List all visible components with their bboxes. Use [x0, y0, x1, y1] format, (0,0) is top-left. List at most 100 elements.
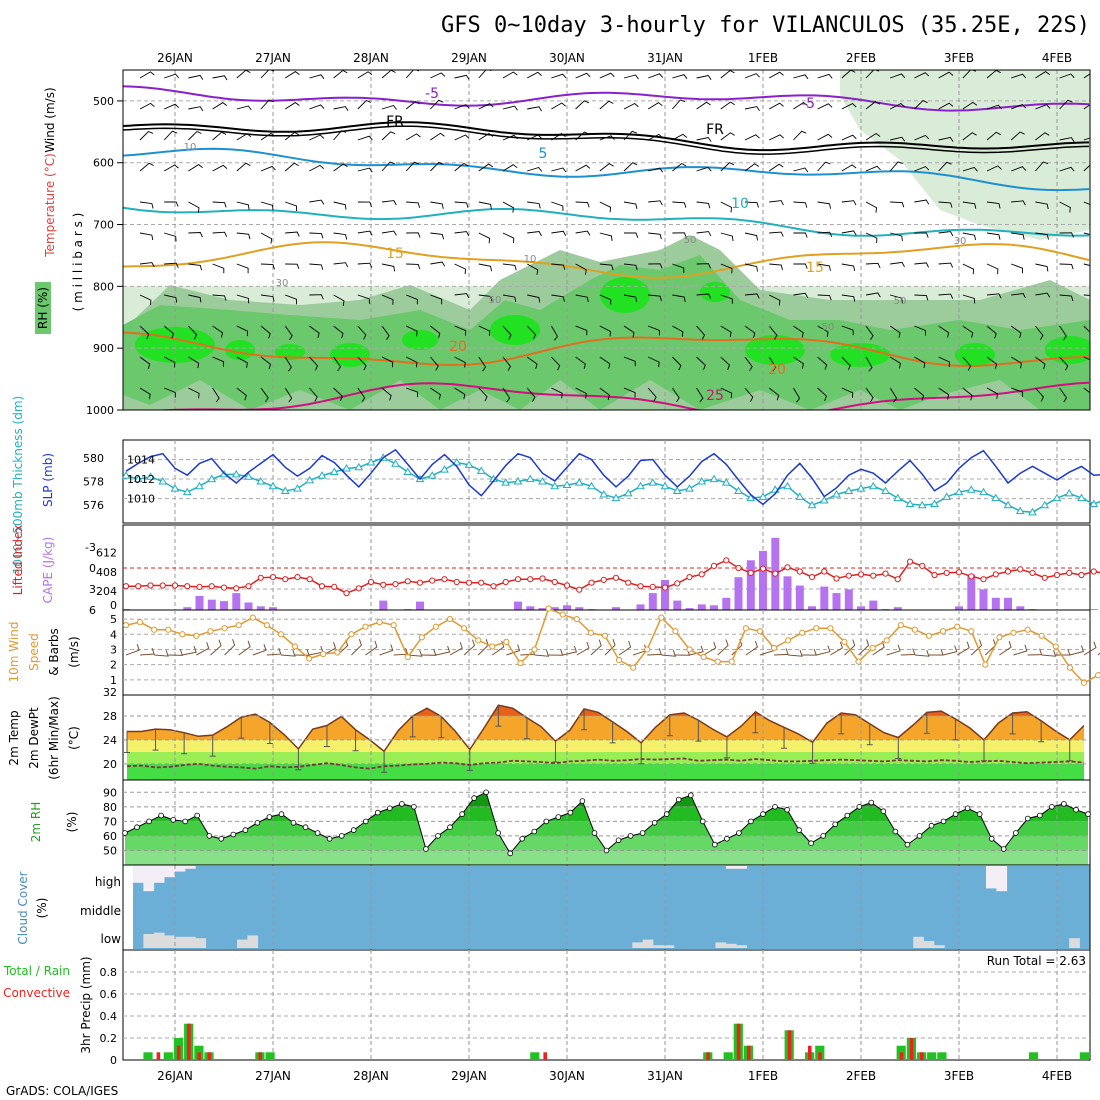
wind-barb — [333, 325, 344, 339]
wind-barb — [744, 201, 759, 208]
wind-barb — [890, 73, 906, 79]
wind-barb — [914, 100, 928, 110]
thickness-point — [525, 474, 535, 483]
wind-barb — [1011, 232, 1025, 240]
wind-barb — [865, 201, 878, 213]
lifted-index-point — [845, 572, 852, 579]
wind-barb — [333, 130, 347, 141]
lifted-index-point — [637, 583, 644, 590]
wind-barb — [623, 130, 638, 141]
wind10-point — [334, 649, 341, 656]
lifted-index-point — [1066, 569, 1073, 577]
wind10-barb — [956, 641, 970, 656]
wind10-barb — [661, 650, 677, 657]
wind10-point — [601, 632, 609, 639]
lifted-index-point — [576, 586, 583, 593]
wind-barb — [938, 262, 954, 268]
low-cloud-block — [725, 943, 737, 948]
slp-line — [125, 448, 1100, 506]
lifted-index-point — [882, 570, 889, 577]
wind-barb — [1035, 104, 1051, 110]
lifted-index-point — [343, 590, 350, 597]
wind-barb — [212, 102, 228, 110]
wind-barb — [720, 263, 733, 274]
rh-point — [230, 831, 237, 838]
wind10-panel: 1 2 3 4 5 — [110, 605, 1100, 696]
cape-bar — [379, 600, 388, 610]
wind-barb — [962, 70, 976, 79]
lifted-index-point — [1041, 574, 1048, 581]
slp-tick-label: 1014 — [127, 454, 155, 467]
wind10-barb — [266, 647, 282, 656]
thickness-point — [587, 481, 596, 490]
wind10-point — [1066, 664, 1073, 671]
wind10-barb — [1055, 648, 1071, 656]
wind10-barb — [858, 639, 870, 656]
wind-barb — [938, 201, 953, 208]
wind10-point — [925, 632, 933, 639]
wind-barb — [841, 325, 854, 336]
wind-barb — [938, 293, 954, 299]
wind-barb — [212, 294, 227, 301]
wind-barb — [696, 231, 712, 237]
precip-total-bar — [927, 1052, 937, 1060]
minmax-bar — [523, 717, 530, 740]
wind10-point — [700, 653, 707, 661]
lifted-index-point — [527, 576, 534, 583]
wind10-point — [221, 625, 228, 632]
isotherm — [123, 206, 1090, 237]
wind-barb — [986, 387, 998, 399]
rh-point — [1085, 811, 1091, 817]
wind-barb — [309, 294, 324, 300]
rh-90-area — [402, 330, 438, 350]
day-label-top: 26JAN — [157, 51, 193, 65]
rh-point — [483, 789, 489, 796]
lifted-index-point — [208, 583, 215, 590]
cape-label: CAPE (J/kg) — [41, 537, 55, 604]
contour-label: 20 — [449, 339, 467, 355]
thickness-point — [1040, 500, 1050, 509]
thickness-point — [574, 478, 584, 486]
thickness-point — [881, 486, 890, 494]
high-cloud-block — [133, 866, 144, 883]
wind-barb — [914, 199, 930, 205]
wind10-barbs-label: & Barbs — [47, 628, 61, 676]
wind-barb — [502, 164, 518, 172]
lifted-index-point — [233, 585, 240, 592]
li-tick-label: 3 — [89, 583, 96, 596]
thickness-point — [844, 486, 854, 494]
wind10-point — [376, 619, 383, 626]
wind-barb — [551, 387, 563, 399]
wind-barb — [139, 387, 151, 400]
wind-barb — [430, 72, 446, 79]
wind-barb — [236, 263, 249, 274]
contour-label: 15 — [806, 260, 824, 276]
wind-barb — [938, 102, 954, 110]
wind10-barb — [886, 644, 901, 656]
wind10-point — [517, 660, 524, 667]
lifted-index-point — [588, 579, 595, 586]
cape-bar — [979, 589, 988, 610]
cape-bar — [269, 607, 277, 610]
wind-barb — [260, 201, 274, 211]
wind-barb — [139, 71, 155, 79]
precip-label: 3hr Precip (mm) — [79, 956, 93, 1053]
wind10-point — [320, 650, 327, 658]
wind10-barb — [970, 639, 983, 656]
wind-barb — [986, 232, 1001, 240]
day-label-bottom: 29JAN — [451, 1069, 487, 1083]
wind-barb — [260, 325, 271, 339]
wind-barb — [527, 134, 543, 141]
wind-barb — [696, 136, 712, 142]
precip-conv-bar — [156, 1052, 161, 1060]
high-cloud-block — [986, 866, 997, 889]
wind-barb — [381, 356, 394, 368]
thickness-point — [170, 484, 180, 492]
lifted-index-point — [159, 582, 166, 589]
wind-barb — [381, 263, 396, 272]
precip-conv-bar — [207, 1052, 212, 1060]
wind-barb — [841, 387, 854, 398]
cape-bar — [232, 593, 241, 610]
